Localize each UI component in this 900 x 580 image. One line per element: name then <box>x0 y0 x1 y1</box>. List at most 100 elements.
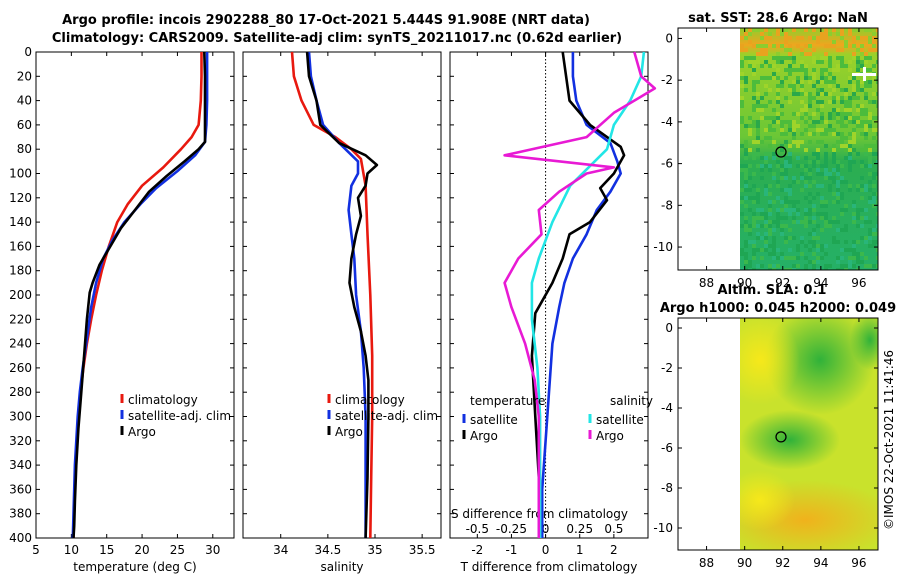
x-tick-label: 92 <box>775 556 790 570</box>
series-line-climatology <box>290 51 374 539</box>
x-tick-label: 94 <box>813 276 828 290</box>
legend-label: climatology <box>128 393 198 407</box>
legend-header-salinity: salinity <box>610 394 653 408</box>
main-title-line1: Argo profile: incois 2902288_80 17-Oct-2… <box>62 13 590 28</box>
y-tick-label: -6 <box>661 157 673 171</box>
y-tick-label: 20 <box>17 69 32 83</box>
y-tick-label: 340 <box>9 458 32 472</box>
x-tick-label: 34.5 <box>314 543 341 557</box>
x2-tick-label: 0 <box>542 522 550 536</box>
x-tick-label: 25 <box>170 543 185 557</box>
y-tick-label: 0 <box>665 321 673 335</box>
y-tick-label: 100 <box>9 167 32 181</box>
x2-tick-label: 0.5 <box>604 522 623 536</box>
profile-axes-frame-3 <box>449 51 649 539</box>
series-line-argo <box>72 51 207 539</box>
x-tick-label: 88 <box>699 556 714 570</box>
y-tick-label: 380 <box>9 507 32 521</box>
legend-label: Argo <box>128 425 156 439</box>
x-tick-label: 2 <box>610 543 618 557</box>
legend-label: climatology <box>335 393 405 407</box>
argo-float-marker <box>775 431 787 443</box>
y-tick-label: 400 <box>9 531 32 545</box>
y-tick-label: 200 <box>9 288 32 302</box>
y-tick-label: -4 <box>661 115 673 129</box>
legend-header-temperature: temperature <box>470 394 545 408</box>
y-tick-label: 80 <box>17 142 32 156</box>
series-line-argo <box>305 51 379 539</box>
y-tick-label: 180 <box>9 264 32 278</box>
timestamp-stamp: ©IMOS 22-Oct-2021 11:41:46 <box>882 350 896 530</box>
y-tick-label: -4 <box>661 401 673 415</box>
y-tick-label: -2 <box>661 361 673 375</box>
y-tick-label: 140 <box>9 215 32 229</box>
x-tick-label: 5 <box>32 543 40 557</box>
y-tick-label: -10 <box>653 240 673 254</box>
sst-title: sat. SST: 28.6 Argo: NaN <box>688 11 868 26</box>
y-tick-label: 300 <box>9 410 32 424</box>
y-tick-label: -8 <box>661 481 673 495</box>
x-tick-label: 94 <box>813 556 828 570</box>
y-tick-label: 320 <box>9 434 32 448</box>
legend-label: satellite-adj. clim <box>335 409 438 423</box>
y-tick-label: 260 <box>9 361 32 375</box>
x-tick-label: 35 <box>367 543 382 557</box>
profile-axes-frame-2 <box>242 51 442 539</box>
map-axes-frame-2 <box>677 317 879 551</box>
x-tick-label: 15 <box>99 543 114 557</box>
y-tick-label: -10 <box>653 521 673 535</box>
y-tick-label: -8 <box>661 198 673 212</box>
x-tick-label: 88 <box>699 276 714 290</box>
x-tick-label: 96 <box>851 276 866 290</box>
x-tick-label: -2 <box>471 543 483 557</box>
argo-float-marker <box>775 146 787 158</box>
x-tick-label: 35.5 <box>409 543 436 557</box>
x-tick-label: -1 <box>505 543 517 557</box>
x2-tick-label: -0.5 <box>466 522 489 536</box>
x-tick-label: 92 <box>775 276 790 290</box>
x-tick-label: 30 <box>205 543 220 557</box>
legend-label: Argo <box>596 429 624 443</box>
x-tick-label: 10 <box>64 543 79 557</box>
y-tick-label: 60 <box>17 118 32 132</box>
legend-label: Argo <box>470 429 498 443</box>
x-axis-label: temperature (deg C) <box>73 560 196 574</box>
x2-tick-label: -0.25 <box>496 522 527 536</box>
y-tick-label: 160 <box>9 239 32 253</box>
sla-title: Altim. SLA: 0.1 <box>718 283 827 298</box>
x-tick-label: 96 <box>851 556 866 570</box>
x-tick-label: 0 <box>542 543 550 557</box>
x-tick-label: 90 <box>737 556 752 570</box>
y-tick-label: 240 <box>9 337 32 351</box>
y-tick-label: 220 <box>9 312 32 326</box>
legend-label: Argo <box>335 425 363 439</box>
x-tick-label: 90 <box>737 276 752 290</box>
x-axis-label: salinity <box>320 560 363 574</box>
map-axes-frame-1 <box>677 27 879 271</box>
series-line-satellite-adj-clim <box>307 51 367 538</box>
y-tick-label: -2 <box>661 73 673 87</box>
y-tick-label: 360 <box>9 482 32 496</box>
sst-image <box>740 28 878 270</box>
y-tick-label: 0 <box>665 31 673 45</box>
sla-image <box>740 318 878 550</box>
y-tick-label: 0 <box>24 45 32 59</box>
series-line-s-argo <box>503 51 657 538</box>
legend-label: satellite-adj. clim <box>128 409 231 423</box>
main-title-line2: Climatology: CARS2009. Satellite-adj cli… <box>52 31 622 46</box>
legend-label: satellite <box>470 413 518 427</box>
y-tick-label: 280 <box>9 385 32 399</box>
x-tick-label: 1 <box>576 543 584 557</box>
sst-white-mark <box>863 67 866 81</box>
x-tick-label: 34 <box>273 543 288 557</box>
series-line-t-satellite <box>540 52 623 538</box>
x-axis-label: T difference from climatology <box>460 560 638 574</box>
series-line-t-argo <box>530 51 626 538</box>
sla-subtitle: Argo h1000: 0.045 h2000: 0.049 <box>660 301 896 316</box>
x-tick-label: 20 <box>134 543 149 557</box>
y-tick-label: 120 <box>9 191 32 205</box>
legend-label: satellite <box>596 413 644 427</box>
y-tick-label: 40 <box>17 94 32 108</box>
x2-tick-label: 0.25 <box>566 522 593 536</box>
